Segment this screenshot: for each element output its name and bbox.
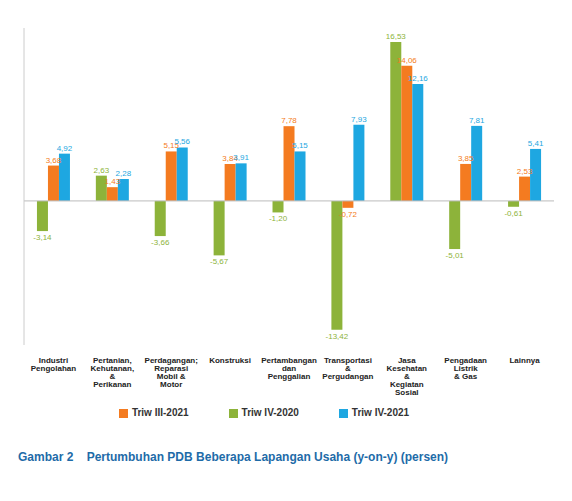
svg-text:5,56: 5,56 (174, 137, 190, 146)
svg-text:3,68: 3,68 (46, 156, 62, 165)
svg-text:7,81: 7,81 (469, 116, 485, 125)
svg-text:-13,42: -13,42 (326, 332, 349, 341)
svg-text:-3,66: -3,66 (151, 238, 170, 247)
svg-text:16,53: 16,53 (386, 32, 407, 41)
svg-text:-0,61: -0,61 (504, 209, 523, 218)
svg-text:PertambangandanPenggalian: PertambangandanPenggalian (261, 356, 317, 381)
svg-text:3,91: 3,91 (233, 153, 249, 162)
svg-text:PengadaanListrik& Gas: PengadaanListrik& Gas (444, 356, 487, 381)
svg-text:3,85: 3,85 (458, 154, 474, 163)
svg-text:JasaKesehatan&KegiatanSosial: JasaKesehatan&KegiatanSosial (387, 356, 428, 397)
svg-text:14,06: 14,06 (397, 56, 418, 65)
html-text:Gambar 2 Pertumbuhan PDB Beber: Gambar 2 Pertumbuhan PDB Beberapa Lapang… (18, 450, 449, 464)
html-text:Triw III-2021: Triw III-2021 (131, 407, 189, 418)
svg-text:Pertanian,Kehutanan,&Perikanan: Pertanian,Kehutanan,&Perikanan (91, 356, 135, 389)
svg-text:2,53: 2,53 (517, 167, 533, 176)
svg-text:Perdagangan;ReparasiMobil &Mot: Perdagangan;ReparasiMobil &Motor (145, 356, 198, 389)
svg-text:4,92: 4,92 (57, 144, 73, 153)
svg-text:7,93: 7,93 (351, 115, 367, 124)
svg-text:5,15: 5,15 (292, 141, 308, 150)
svg-text:Transportasi&Pergudangan: Transportasi&Pergudangan (322, 356, 373, 381)
svg-text:-1,20: -1,20 (269, 214, 288, 223)
svg-text:1,43: 1,43 (105, 177, 121, 186)
svg-text:2,63: 2,63 (94, 166, 110, 175)
svg-text:7,78: 7,78 (281, 116, 297, 125)
svg-text:5,41: 5,41 (528, 139, 544, 148)
html-text:Triw IV-2021: Triw IV-2021 (351, 407, 410, 418)
svg-text:2,28: 2,28 (116, 169, 132, 178)
svg-text:12,16: 12,16 (408, 74, 429, 83)
svg-text:-5,01: -5,01 (446, 251, 465, 260)
svg-text:5,15: 5,15 (163, 141, 179, 151)
svg-text:3,84: 3,84 (222, 154, 238, 163)
svg-text:-0,72: -0,72 (339, 210, 358, 219)
svg-text:-5,67: -5,67 (210, 257, 229, 266)
html-text:Triw IV-2020: Triw IV-2020 (241, 407, 299, 418)
svg-text:IndustriPengolahan: IndustriPengolahan (31, 356, 76, 373)
svg-text:Lainnya: Lainnya (509, 356, 540, 365)
svg-text:-3,14: -3,14 (33, 233, 52, 242)
svg-text:Konstruksi: Konstruksi (209, 356, 251, 365)
